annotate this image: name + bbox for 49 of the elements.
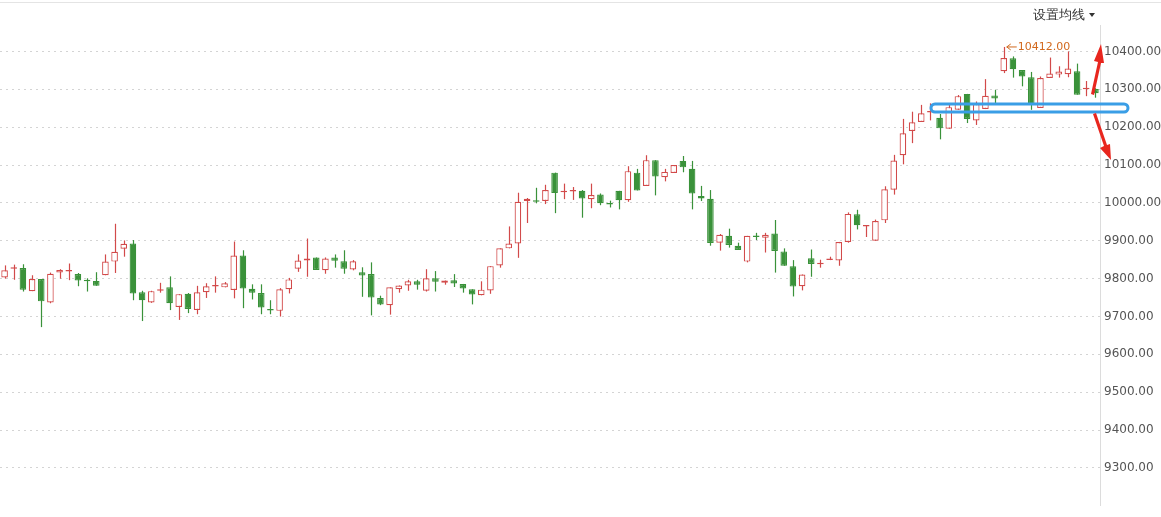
candlestick: [542, 184, 549, 205]
y-tick-label: 10300.00: [1104, 81, 1161, 96]
candlestick: [936, 113, 943, 140]
candlestick: [276, 287, 283, 318]
y-tick-label: 10000.00: [1104, 195, 1161, 210]
candlestick: [340, 249, 348, 275]
candlestick: [807, 248, 815, 278]
y-tick-label: 9400.00: [1104, 422, 1154, 437]
y-tick-label: 10400.00: [1104, 43, 1161, 58]
y-tick-label: 9700.00: [1104, 308, 1154, 323]
y-tick-label: 9600.00: [1104, 346, 1154, 361]
candlestick: [193, 285, 201, 315]
candlestick: [166, 275, 173, 311]
candlestick: [652, 159, 659, 196]
y-tick-label: 10200.00: [1104, 119, 1161, 134]
candlestick: [175, 293, 183, 321]
candlestick: [762, 232, 769, 254]
candlestick: [487, 265, 494, 295]
candlestick: [386, 286, 393, 316]
candlestick: [688, 160, 696, 210]
candlestick: [725, 228, 733, 249]
candlestick: [899, 118, 907, 165]
candlestick: [642, 154, 650, 187]
y-tick-label: 10100.00: [1104, 157, 1161, 172]
candlestick: [908, 111, 916, 144]
candlestick: [37, 278, 45, 328]
candlestick: [358, 266, 366, 298]
candlestick: [551, 172, 558, 214]
y-tick-label: 9900.00: [1104, 232, 1154, 247]
y-tick-label: 9300.00: [1104, 460, 1154, 475]
candlestick: [432, 270, 439, 293]
annotation: 10412.00: [1017, 39, 1071, 53]
candlestick: [111, 223, 118, 274]
candlestick: [367, 261, 375, 316]
candlestick: [853, 209, 861, 231]
y-tick-label: 9800.00: [1104, 270, 1154, 285]
candlestick: [578, 189, 586, 219]
candlestick: [587, 183, 595, 209]
candlestick: [19, 263, 27, 293]
candlestick: [789, 259, 797, 298]
candlestick: [184, 292, 192, 314]
candlestick: [1073, 63, 1081, 96]
text: 设置均线: [1033, 6, 1085, 24]
candlestick: [257, 283, 265, 315]
candlestick: [771, 219, 778, 274]
candlestick: [138, 290, 146, 322]
candlestick: [422, 268, 430, 293]
candlestick: [1000, 46, 1008, 74]
y-tick-label: 9500.00: [1104, 384, 1154, 399]
